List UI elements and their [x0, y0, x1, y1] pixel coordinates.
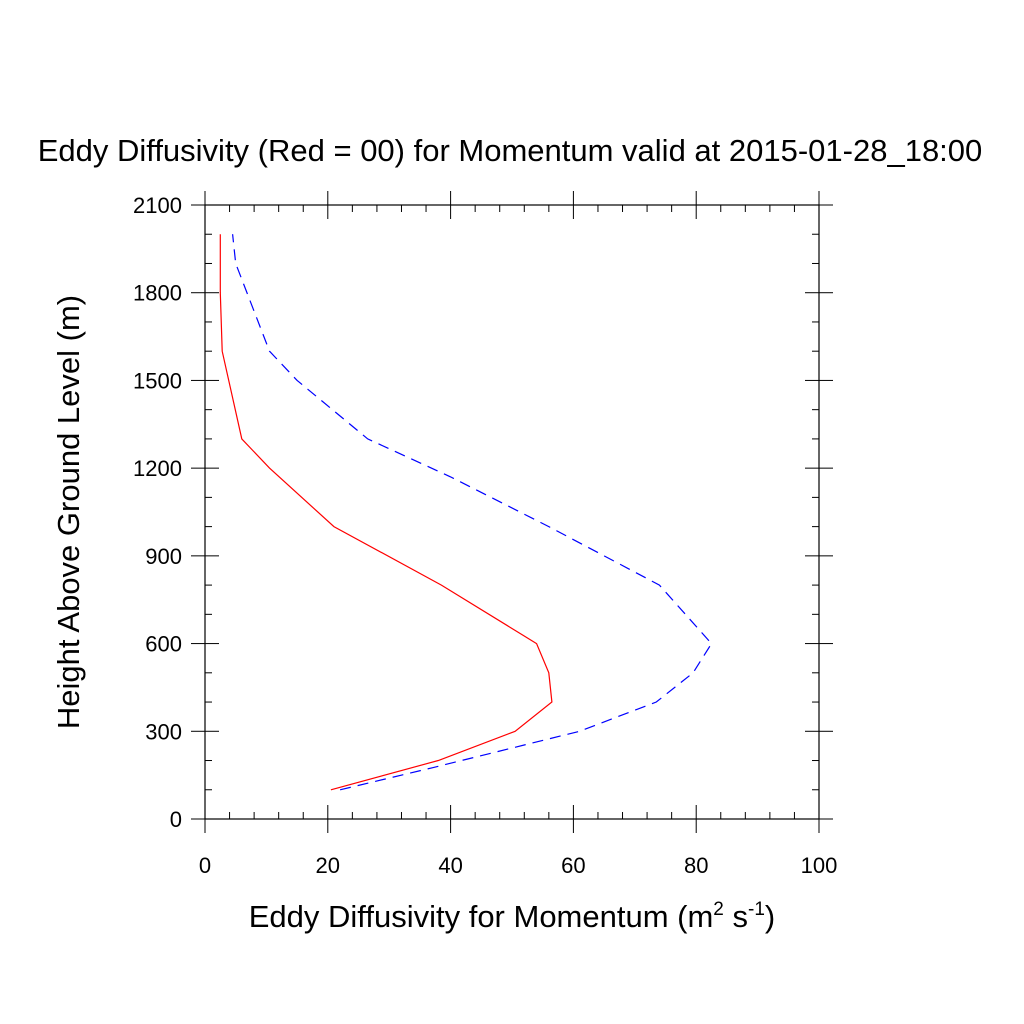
series-layer	[219, 234, 713, 791]
y-tick-label: 0	[170, 807, 182, 832]
y-tick-label: 600	[145, 632, 182, 657]
series-line-1	[232, 234, 713, 791]
y-tick-label: 900	[145, 544, 182, 569]
plot-frame	[204, 204, 820, 820]
y-axis-title: Height Above Ground Level (m)	[51, 295, 86, 729]
x-axis-title: Eddy Diffusivity for Momentum (m2 s-1)	[249, 899, 775, 934]
y-tick-label: 1500	[133, 368, 182, 393]
x-tick-label: 60	[561, 853, 585, 878]
x-tick-label: 100	[801, 853, 838, 878]
y-tick-labels: 0 300 600 900 1200 1500 1800 2100	[133, 193, 182, 832]
x-tick-labels: 0 20 40 60 80 100	[199, 853, 837, 878]
series-line-0	[219, 234, 553, 791]
axis-ticks	[191, 191, 833, 833]
y-tick-label: 2100	[133, 193, 182, 218]
x-tick-label: 40	[438, 853, 462, 878]
x-tick-label: 20	[316, 853, 340, 878]
chart-title: Eddy Diffusivity (Red = 00) for Momentum…	[38, 133, 983, 168]
y-tick-label: 300	[145, 719, 182, 744]
x-tick-label: 80	[684, 853, 708, 878]
y-tick-label: 1800	[133, 281, 182, 306]
x-tick-label: 0	[199, 853, 211, 878]
y-tick-label: 1200	[133, 456, 182, 481]
